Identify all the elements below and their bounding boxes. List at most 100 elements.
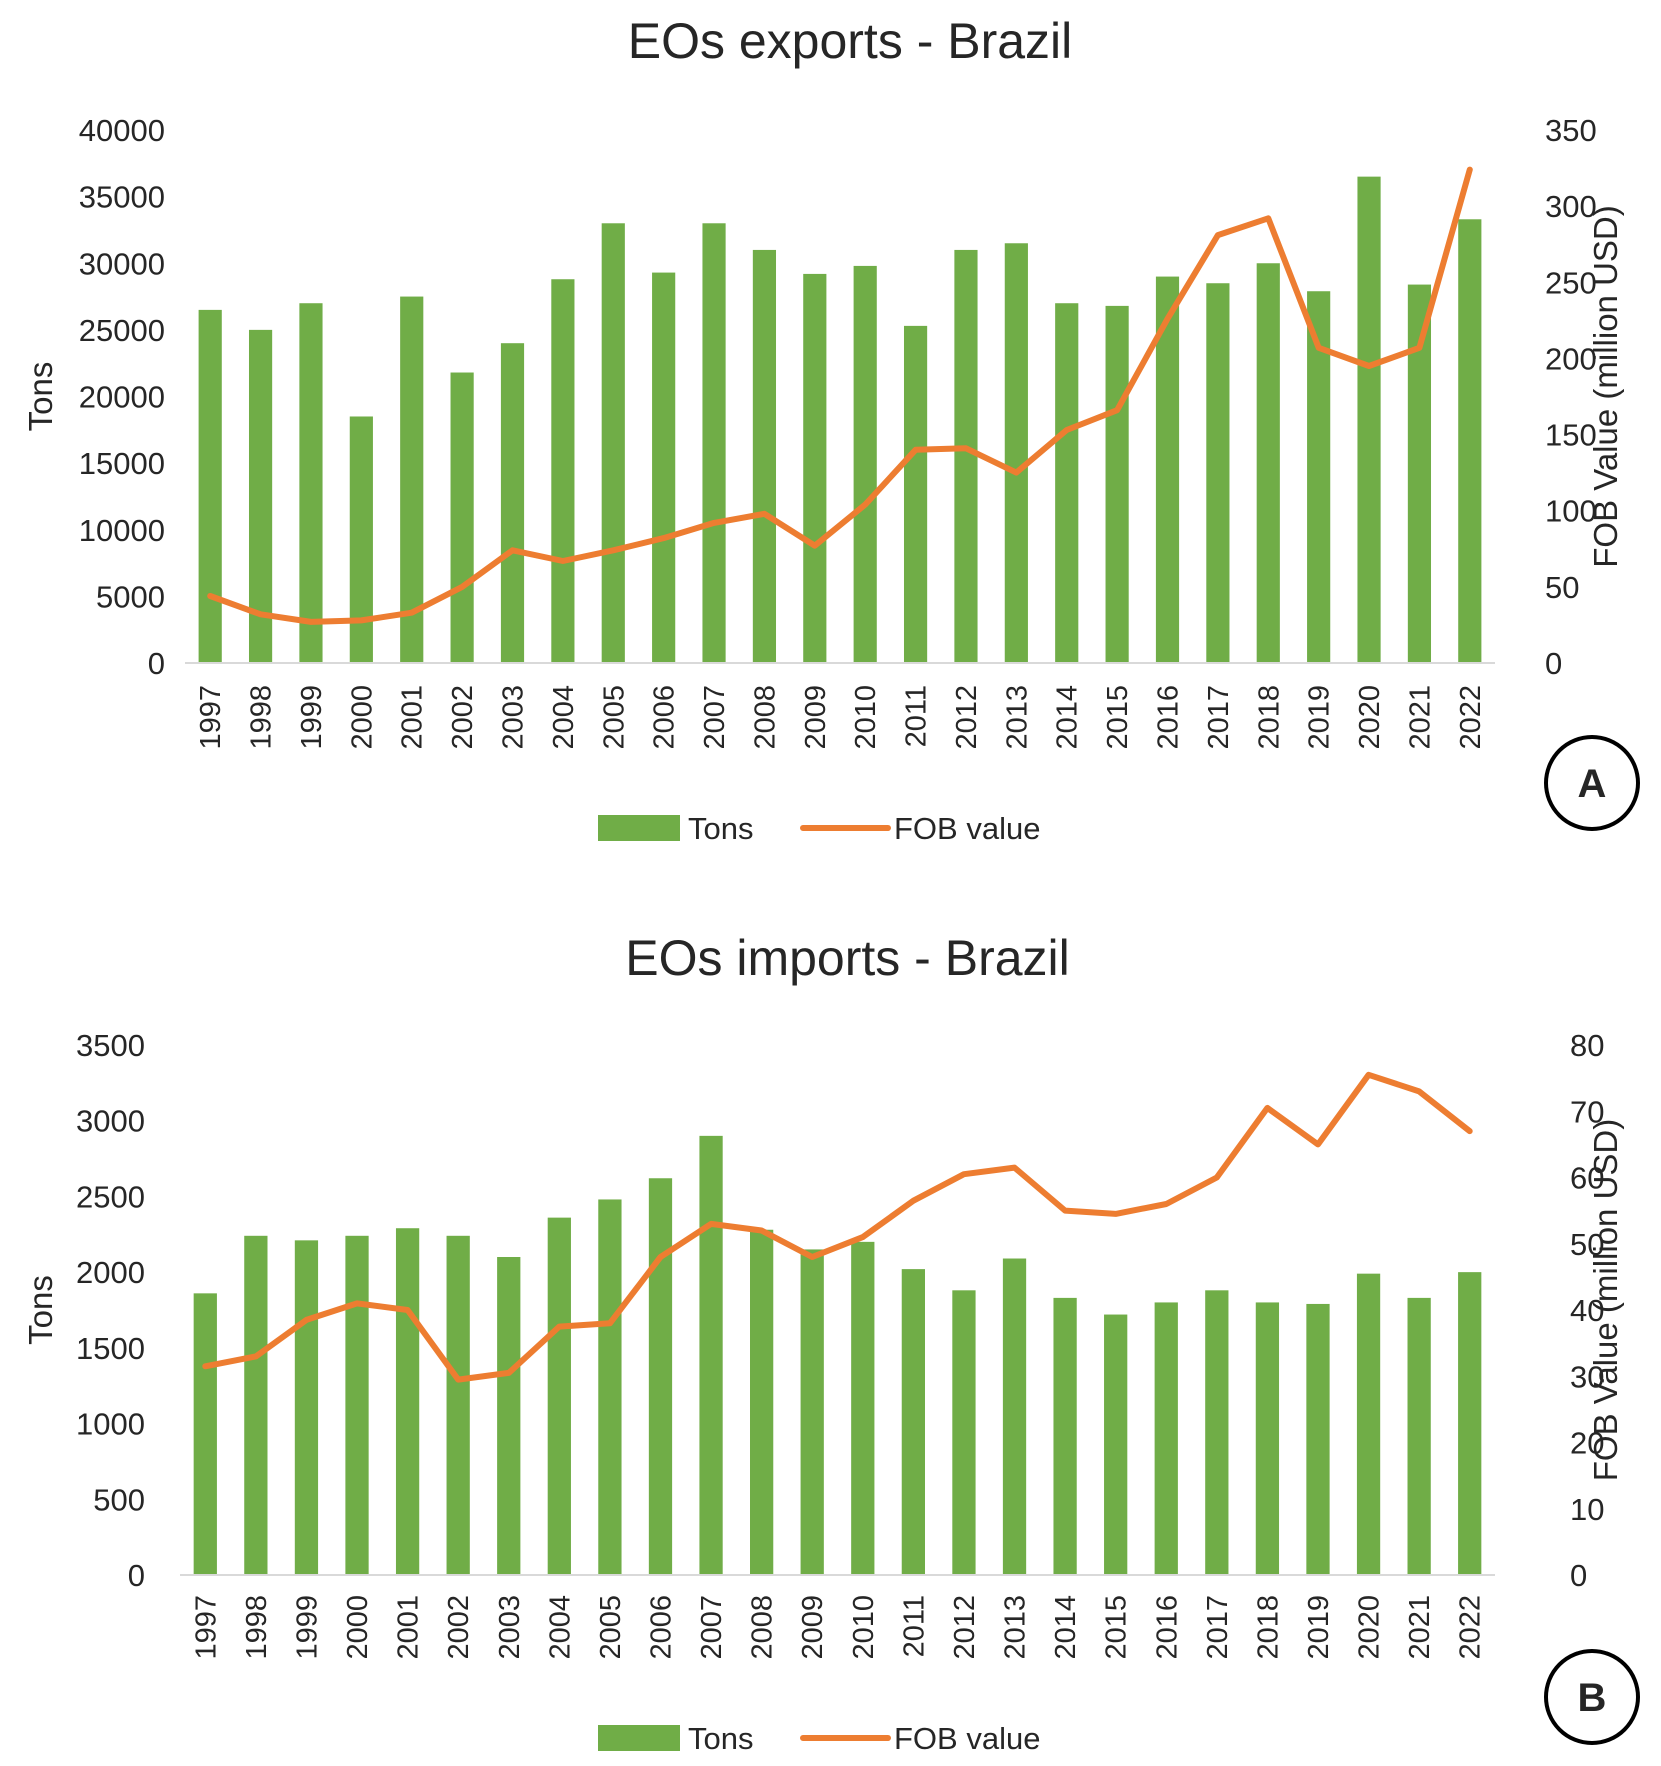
bar [1407, 284, 1432, 663]
panel-badge [1544, 735, 1640, 831]
y2-tick-label: 100 [1545, 494, 1597, 529]
y2-tick-label: 10 [1570, 1492, 1604, 1527]
x-tick-label: 2002 [447, 685, 479, 750]
legend-label-tons: Tons [688, 811, 753, 846]
bar [294, 1240, 319, 1575]
x-tick-label: 2001 [397, 685, 429, 750]
x-tick-label: 2003 [494, 1595, 526, 1660]
x-tick-label: 2010 [850, 685, 882, 750]
x-tick-label: 2013 [1001, 685, 1033, 750]
bar [500, 343, 525, 663]
bar [952, 1290, 976, 1575]
bar [648, 1178, 673, 1575]
x-tick-label: 2014 [1052, 685, 1084, 750]
x-tick-label: 2007 [696, 1595, 728, 1660]
y2-tick-label: 150 [1545, 418, 1597, 453]
bar [1255, 1302, 1280, 1575]
bar [652, 272, 676, 663]
legend-swatch-tons [598, 815, 680, 841]
chart-exports: EOs exports - Brazil05000100001500020000… [22, 13, 1640, 846]
bar [1357, 176, 1381, 663]
bar [299, 303, 323, 663]
bar [1407, 1297, 1431, 1575]
x-tick-label: 2015 [1101, 1595, 1133, 1660]
y-tick-label: 5000 [96, 579, 165, 614]
x-tick-label: 2005 [595, 1595, 627, 1660]
x-tick-label: 2016 [1153, 685, 1185, 750]
y-tick-label: 30000 [79, 246, 165, 281]
bar [699, 1135, 723, 1575]
legend-swatch-tons [598, 1725, 680, 1751]
y2-tick-label: 40 [1570, 1293, 1604, 1328]
fob-value-line [207, 166, 1473, 625]
legend-label-fob: FOB value [894, 1721, 1040, 1756]
panel-letter: B [1578, 1676, 1607, 1720]
y-tick-label: 0 [128, 1558, 145, 1593]
bar [1055, 303, 1079, 663]
y2-tick-label: 50 [1545, 570, 1579, 605]
chart-title: EOs exports - Brazil [628, 13, 1073, 69]
y-tick-label: 10000 [79, 513, 165, 548]
bar [1458, 219, 1482, 663]
bar [1356, 1273, 1381, 1575]
bar [1307, 291, 1331, 663]
x-tick-label: 2017 [1202, 1595, 1234, 1660]
x-tick-label: 2012 [949, 1595, 981, 1660]
bar [450, 372, 474, 663]
y2-tick-label: 300 [1545, 189, 1597, 224]
y-axis-label: Tons [22, 362, 59, 432]
y2-tick-label: 200 [1545, 341, 1597, 376]
bar [198, 309, 222, 663]
x-tick-label: 2003 [498, 685, 530, 750]
y-tick-label: 3000 [76, 1104, 145, 1139]
panel-badge [1544, 1649, 1640, 1745]
y2-tick-label: 30 [1570, 1359, 1604, 1394]
y-tick-label: 0 [148, 646, 165, 681]
bar [395, 1228, 420, 1575]
chart-imports: EOs imports - Brazil05001000150020002500… [22, 930, 1640, 1756]
x-tick-label: 2002 [443, 1595, 475, 1660]
bar [193, 1293, 217, 1575]
bar [954, 249, 978, 664]
y2-tick-label: 80 [1570, 1028, 1604, 1063]
bar [244, 1235, 268, 1575]
bar [1306, 1303, 1330, 1575]
x-tick-label: 1997 [195, 685, 227, 750]
bar [1205, 1290, 1229, 1575]
bar [851, 1241, 875, 1575]
bar [1154, 1302, 1178, 1575]
x-tick-label: 1999 [291, 1595, 323, 1660]
x-tick-label: 2000 [342, 1595, 374, 1660]
x-tick-label: 2020 [1354, 1595, 1386, 1660]
y2-tick-label: 0 [1570, 1558, 1587, 1593]
y-tick-label: 20000 [79, 380, 165, 415]
x-tick-label: 2013 [1000, 1595, 1032, 1660]
x-tick-label: 2006 [649, 685, 681, 750]
x-tick-label: 2011 [901, 685, 933, 747]
bar [551, 279, 575, 663]
x-tick-label: 1999 [296, 685, 328, 750]
x-tick-label: 2004 [548, 685, 580, 750]
y2-axis-label: FOB Value (million USD) [1587, 205, 1624, 567]
x-tick-label: 2008 [749, 685, 781, 750]
bar [702, 223, 726, 663]
y-tick-label: 1000 [76, 1407, 145, 1442]
y-tick-label: 35000 [79, 180, 165, 215]
x-tick-label: 1998 [246, 685, 278, 750]
x-tick-label: 2022 [1455, 685, 1487, 750]
x-tick-label: 2004 [544, 1595, 576, 1660]
x-tick-label: 2015 [1102, 685, 1134, 750]
y2-tick-label: 60 [1570, 1161, 1604, 1196]
y2-tick-label: 50 [1570, 1227, 1604, 1262]
y-tick-label: 1500 [76, 1331, 145, 1366]
bar [1004, 243, 1028, 663]
x-tick-label: 2012 [951, 685, 983, 750]
chart-title: EOs imports - Brazil [625, 930, 1070, 986]
bar [497, 1257, 521, 1575]
panel-letter: A [1578, 762, 1607, 806]
x-tick-label: 2014 [1050, 1595, 1082, 1660]
fob-value-line [202, 1071, 1473, 1383]
y-tick-label: 2500 [76, 1179, 145, 1214]
x-tick-label: 2000 [346, 685, 378, 750]
